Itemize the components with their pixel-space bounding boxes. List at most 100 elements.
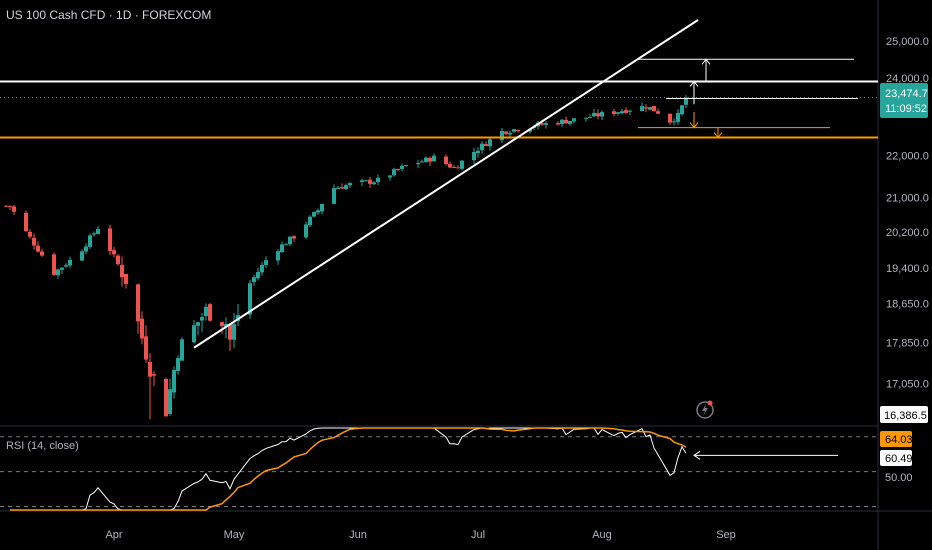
rsi-value-label: 60.49 bbox=[885, 453, 913, 465]
rsi-level-label: 50.00 bbox=[885, 472, 913, 484]
candle-body bbox=[508, 132, 512, 135]
projection-arrows bbox=[689, 58, 723, 139]
candle-body bbox=[684, 97, 688, 105]
candle-body bbox=[668, 113, 672, 123]
chart-title[interactable]: US 100 Cash CFD · 1D · FOREXCOM bbox=[6, 8, 212, 22]
rsi-title[interactable]: RSI (14, close) bbox=[6, 440, 79, 452]
candle-body bbox=[252, 277, 256, 283]
candle-body bbox=[120, 264, 124, 278]
candle-body bbox=[316, 210, 320, 213]
candle-body bbox=[312, 212, 316, 217]
candle-body bbox=[32, 237, 36, 246]
candle-body bbox=[420, 161, 424, 163]
low-price-label: 16,386.5 bbox=[884, 410, 927, 422]
candle-body bbox=[56, 269, 60, 276]
candle-body bbox=[172, 369, 176, 393]
candle-body bbox=[648, 107, 652, 110]
candle-body bbox=[68, 259, 72, 266]
candle-body bbox=[80, 251, 84, 261]
candle-body bbox=[376, 177, 380, 183]
candle-body bbox=[596, 113, 600, 117]
candle-body bbox=[484, 144, 488, 146]
candle-body bbox=[292, 236, 296, 239]
last-price-badge bbox=[880, 83, 928, 118]
horizontal-levels bbox=[0, 58, 878, 139]
time-tick-label: May bbox=[224, 529, 245, 541]
candle-body bbox=[164, 378, 168, 417]
candle-body bbox=[280, 244, 284, 253]
candle-body bbox=[180, 339, 184, 361]
candle-body bbox=[476, 150, 480, 154]
candle-body bbox=[288, 236, 292, 245]
rsi-line bbox=[10, 427, 687, 511]
candle-body bbox=[92, 233, 96, 235]
time-tick-label: Apr bbox=[105, 529, 122, 541]
candle-body bbox=[264, 260, 268, 266]
lightning-icon[interactable] bbox=[696, 400, 714, 419]
price-tick-label: 19,400.0 bbox=[886, 263, 929, 275]
lower-target-arrow-head bbox=[713, 132, 723, 139]
rsi-ma-label: 64.03 bbox=[885, 434, 913, 446]
candle-body bbox=[560, 119, 564, 125]
candle-body bbox=[192, 325, 196, 343]
candle-body bbox=[588, 117, 592, 119]
candle-body bbox=[176, 358, 180, 371]
candle-body bbox=[304, 224, 308, 238]
candle-body bbox=[96, 229, 100, 234]
time-tick-label: Aug bbox=[592, 529, 612, 541]
candle-body bbox=[424, 157, 428, 162]
price-axis[interactable]: 25,000.0 24,000.0 22,000.0 21,000.0 20,200.0… bbox=[886, 36, 929, 391]
candle-body bbox=[676, 113, 680, 122]
time-tick-label: Jul bbox=[471, 529, 485, 541]
price-tick-label: 22,000.0 bbox=[886, 151, 929, 163]
trendline-layer[interactable] bbox=[193, 19, 699, 349]
candle-body bbox=[232, 324, 236, 340]
rsi-ma-line bbox=[10, 427, 687, 511]
candle-body bbox=[572, 118, 576, 122]
candle-body bbox=[488, 139, 492, 147]
candle-body bbox=[656, 111, 660, 114]
price-tick-label: 21,000.0 bbox=[886, 192, 929, 204]
candle-body bbox=[544, 123, 548, 125]
candle-body bbox=[340, 187, 344, 189]
price-tick-label: 24,000.0 bbox=[886, 73, 929, 85]
rsi-arrow-head bbox=[693, 450, 701, 460]
candle-body bbox=[612, 111, 616, 115]
price-tick-label: 20,200.0 bbox=[886, 227, 929, 239]
candle-body bbox=[248, 283, 252, 315]
candle-body bbox=[336, 187, 340, 189]
candle-body bbox=[112, 250, 116, 255]
candle-body bbox=[628, 110, 632, 112]
candle-body bbox=[416, 163, 420, 165]
candle-body bbox=[24, 212, 28, 232]
candle-body bbox=[400, 165, 404, 170]
trendline bbox=[193, 19, 699, 349]
candle-body bbox=[456, 167, 460, 169]
candle-body bbox=[556, 123, 560, 125]
candle-body bbox=[52, 254, 56, 275]
rsi-pane[interactable] bbox=[0, 427, 878, 511]
time-tick-label: Jun bbox=[349, 529, 367, 541]
upper-target-arrow-head bbox=[701, 58, 711, 65]
bar-countdown-label: 11:09:52 bbox=[885, 103, 927, 115]
candle-body bbox=[116, 255, 120, 265]
candle-body bbox=[364, 180, 368, 182]
candle-body bbox=[260, 264, 264, 273]
time-axis[interactable]: Apr May Jun Jul Aug Sep bbox=[105, 529, 735, 541]
candle-body bbox=[404, 165, 408, 167]
candle-body bbox=[444, 156, 448, 165]
candle-body bbox=[284, 244, 288, 246]
candle-body bbox=[200, 317, 204, 321]
candle-body bbox=[224, 323, 228, 327]
candle-body bbox=[28, 231, 32, 237]
candle-body bbox=[344, 185, 348, 190]
last-price-label: 23,474.7 bbox=[885, 88, 928, 100]
candle-body bbox=[512, 129, 516, 132]
candle-body bbox=[40, 251, 44, 256]
candle-body bbox=[84, 246, 88, 252]
price-tick-label: 17,050.0 bbox=[886, 379, 929, 391]
candle-body bbox=[540, 123, 544, 125]
low-price-badge bbox=[880, 406, 928, 423]
candle-body bbox=[168, 389, 172, 414]
